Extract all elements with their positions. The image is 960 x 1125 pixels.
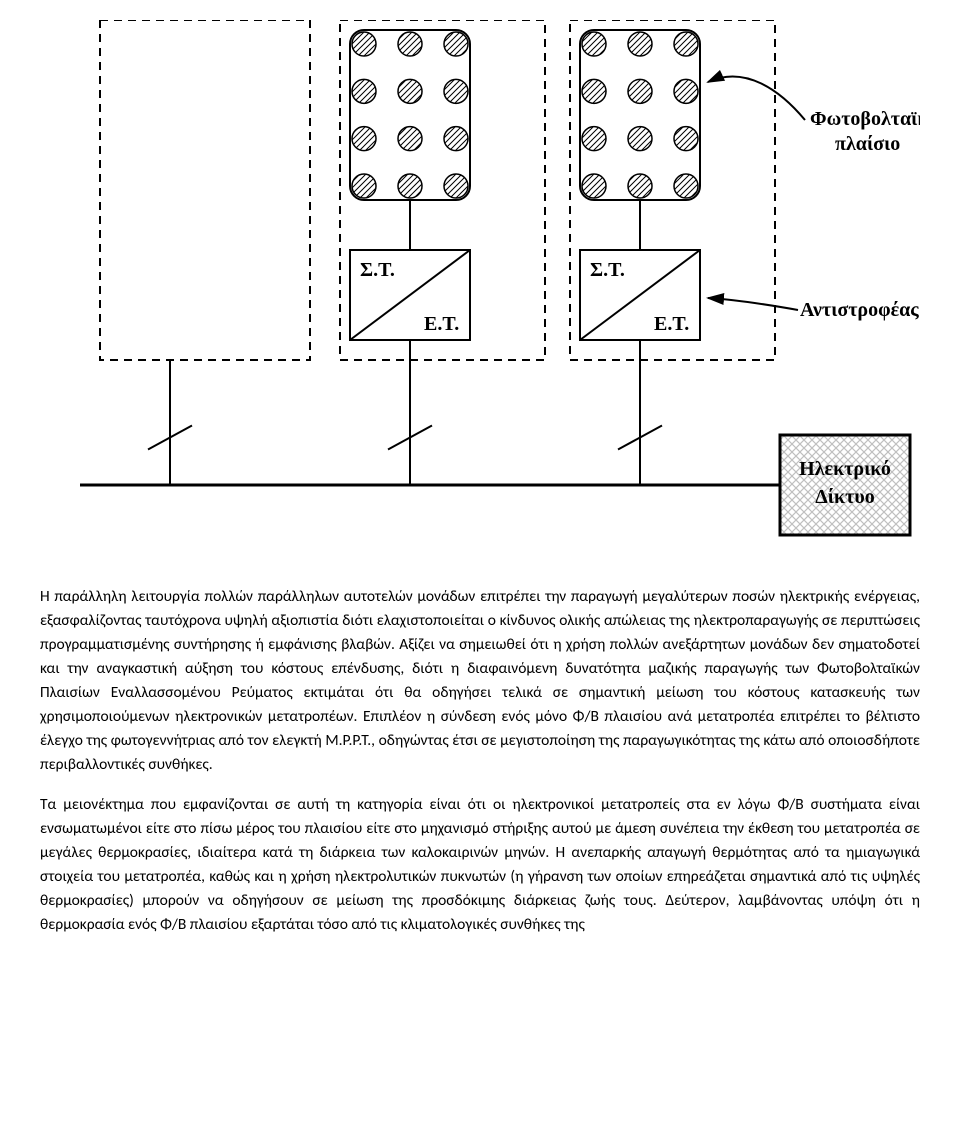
grid-label-1: Ηλεκτρικό [799,458,891,480]
pv-cell-icon [444,32,468,56]
pv-cell-icon [582,174,606,198]
pv-cell-icon [628,32,652,56]
pv-cell-icon [674,32,698,56]
pv-cell-icon [444,79,468,103]
pv-system-diagram: Σ.Τ. Ε.Τ. Σ.Τ. Ε.Τ. Ηλεκτρικό Δίκτυο Φωτοβολτα… [40,20,920,555]
pv-cell-icon [582,79,606,103]
disconnect-switch-icon [388,360,432,485]
pv-cell-icon [582,127,606,151]
pv-panel [580,30,700,250]
grid-label-2: Δίκτυο [815,486,874,508]
callout-arrow-inverter [708,298,798,310]
pv-cell-icon [398,127,422,151]
inverter-box: Σ.Τ. Ε.Τ. [350,250,470,360]
pv-cell-icon [352,174,376,198]
inverter-dc-label: Σ.Τ. [360,259,395,281]
disconnect-switch-icon [618,360,662,485]
callout-pv-label-1: Φωτοβολταϊκό [810,108,920,130]
inverter-ac-label: Ε.Τ. [654,313,689,335]
disconnect-switch-icon [148,360,192,485]
pv-cell-icon [398,79,422,103]
grid-box: Ηλεκτρικό Δίκτυο [780,435,910,535]
callout-arrow-pv [708,76,805,120]
inverter-ac-label: Ε.Τ. [424,313,459,335]
pv-cell-icon [674,127,698,151]
inverter-box: Σ.Τ. Ε.Τ. [580,250,700,360]
pv-cell-icon [628,79,652,103]
pv-cell-icon [352,127,376,151]
pv-cell-icon [674,174,698,198]
paragraph-1: Η παράλληλη λειτουργία πολλών παράλληλων… [40,585,920,777]
inverter-dc-label: Σ.Τ. [590,259,625,281]
pv-cell-icon [628,127,652,151]
dashed-unit-box [100,20,310,360]
pv-cell-icon [444,127,468,151]
pv-cell-icon [352,79,376,103]
pv-cell-icon [628,174,652,198]
pv-cell-icon [398,32,422,56]
callout-pv-label-2: πλαίσιο [835,133,900,155]
paragraph-2: Τα μειονέκτημα που εμφανίζονται σε αυτή … [40,793,920,937]
callout-inverter-label: Αντιστροφέας [800,299,919,321]
pv-cell-icon [674,79,698,103]
pv-cell-icon [398,174,422,198]
diagram-svg: Σ.Τ. Ε.Τ. Σ.Τ. Ε.Τ. Ηλεκτρικό Δίκτυο Φωτοβολτα… [40,20,920,550]
pv-panel [350,30,470,250]
pv-cell-icon [352,32,376,56]
pv-cell-icon [582,32,606,56]
pv-cell-icon [444,174,468,198]
